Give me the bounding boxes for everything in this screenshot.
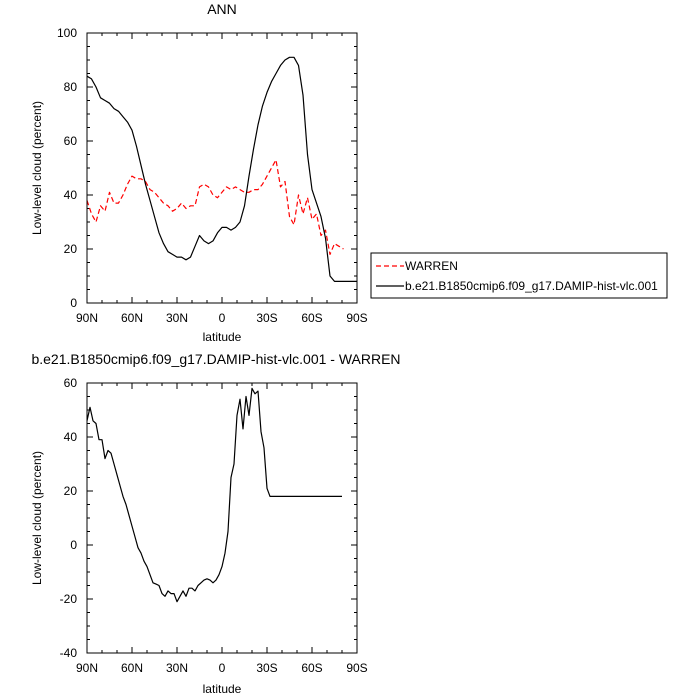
y-tick-label: 100 <box>57 26 77 40</box>
legend: WARREN b.e21.B1850cmip6.f09_g17.DAMIP-hi… <box>370 252 668 299</box>
series-line-1 <box>86 56 357 282</box>
x-tick-label: 90S <box>346 661 367 675</box>
plot-frame <box>86 32 358 304</box>
y-tick-label: 40 <box>64 430 78 444</box>
x-tick-label: 90N <box>76 311 98 325</box>
y-axis-label: Low-level cloud (percent) <box>30 451 44 585</box>
chart-bottom-panel: b.e21.B1850cmip6.f09_g17.DAMIP-hist-vlc.… <box>30 351 401 696</box>
y-tick-label: 60 <box>64 134 78 148</box>
y-tick-label: 0 <box>70 296 77 310</box>
series-line-0 <box>86 387 342 603</box>
x-axis-label: latitude <box>203 330 242 344</box>
x-tick-label: 30S <box>256 661 277 675</box>
y-tick-label: 60 <box>64 376 78 390</box>
legend-box <box>370 252 668 299</box>
x-tick-label: 30N <box>166 311 188 325</box>
y-tick-label: -40 <box>60 646 78 660</box>
y-tick-label: 0 <box>70 538 77 552</box>
x-axis-label: latitude <box>203 682 242 696</box>
y-tick-label: 40 <box>64 188 78 202</box>
x-tick-label: 0 <box>219 661 226 675</box>
legend-label-model: b.e21.B1850cmip6.f09_g17.DAMIP-hist-vlc.… <box>405 279 658 293</box>
legend-label-warren: WARREN <box>405 259 458 273</box>
x-tick-label: 30N <box>166 661 188 675</box>
chart-top-panel: ANN 90N 60N 30N 0 30S 60S 90S 0 20 40 60 80 100 lati… <box>30 1 368 344</box>
y-tick-label: 20 <box>64 242 78 256</box>
chart-title: ANN <box>207 1 237 17</box>
x-tick-label: 60S <box>301 311 322 325</box>
chart-title: b.e21.B1850cmip6.f09_g17.DAMIP-hist-vlc.… <box>31 351 400 367</box>
x-tick-label: 30S <box>256 311 277 325</box>
x-tick-label: 60N <box>121 311 143 325</box>
x-tick-label: 90S <box>346 311 367 325</box>
y-tick-label: 80 <box>64 80 78 94</box>
x-tick-label: 60N <box>121 661 143 675</box>
y-axis-label: Low-level cloud (percent) <box>30 101 44 235</box>
series-line-0 <box>86 159 344 255</box>
y-tick-label: 20 <box>64 484 78 498</box>
x-tick-label: 60S <box>301 661 322 675</box>
plot-frame <box>86 382 358 654</box>
x-tick-label: 90N <box>76 661 98 675</box>
x-tick-label: 0 <box>219 311 226 325</box>
y-tick-label: -20 <box>60 592 78 606</box>
